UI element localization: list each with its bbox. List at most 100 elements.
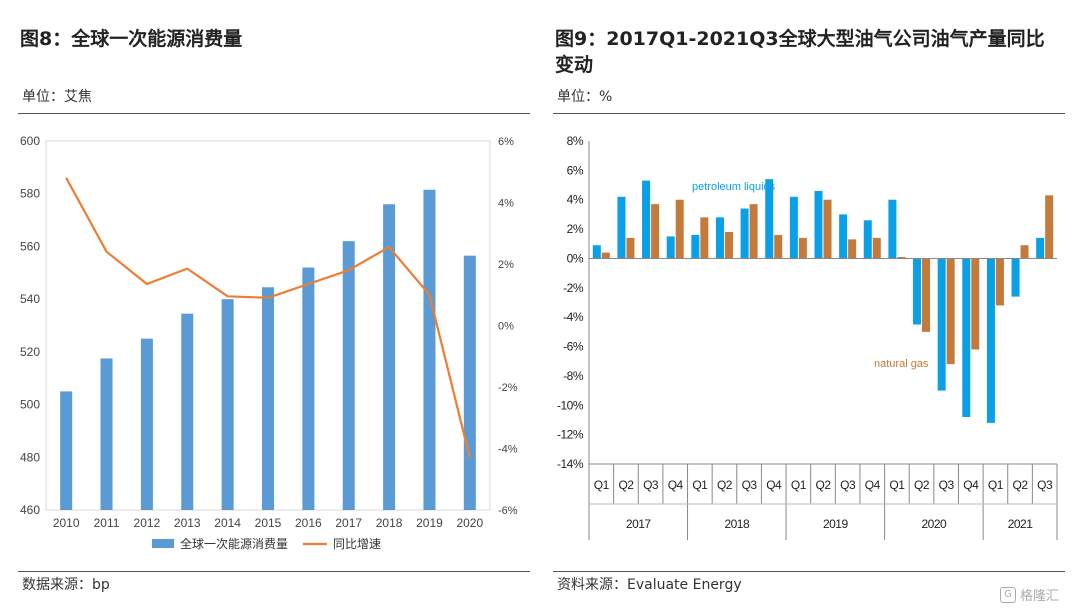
- x-tick-label: 2016: [295, 516, 322, 530]
- quarter-label: Q3: [939, 478, 955, 492]
- bar-petroleum-liquids: [617, 196, 626, 259]
- quarter-label: Q2: [815, 478, 831, 492]
- bar-petroleum-liquids: [691, 234, 700, 259]
- x-tick-label: 2012: [134, 516, 161, 530]
- bar-natural-gas: [724, 232, 733, 259]
- y-tick-label: -8%: [563, 369, 584, 383]
- watermark: G 格隆汇: [1000, 585, 1059, 604]
- y-tick-label: 480: [20, 450, 40, 464]
- bar-natural-gas: [1045, 195, 1054, 259]
- bar-natural-gas: [651, 204, 660, 259]
- quarter-label: Q4: [963, 478, 979, 492]
- bar-energy-consumption: [463, 255, 476, 510]
- bar-energy-consumption: [383, 204, 396, 510]
- year-label: 2021: [1008, 517, 1034, 531]
- quarter-label: Q3: [643, 478, 659, 492]
- bar-petroleum-liquids: [1036, 237, 1045, 259]
- bar-natural-gas: [1020, 245, 1029, 259]
- quarter-label: Q1: [889, 478, 905, 492]
- quarter-label: Q4: [766, 478, 782, 492]
- bar-petroleum-liquids: [814, 190, 823, 259]
- y-tick-label: -14%: [557, 457, 584, 471]
- bar-natural-gas: [971, 258, 980, 350]
- y2-tick-label: 6%: [498, 136, 514, 148]
- y2-tick-label: 4%: [498, 198, 514, 210]
- bar-petroleum-liquids: [962, 258, 971, 418]
- right-bottom-rule: [553, 571, 1065, 572]
- bar-petroleum-liquids: [666, 236, 675, 259]
- y-tick-label: 460: [20, 503, 40, 517]
- quarter-label: Q1: [594, 478, 610, 492]
- bar-petroleum-liquids: [740, 208, 749, 259]
- legend-bar-swatch: [152, 539, 174, 548]
- y-tick-label: 6%: [567, 163, 584, 177]
- quarter-label: Q2: [717, 478, 733, 492]
- bar-petroleum-liquids: [765, 179, 774, 259]
- x-tick-label: 2013: [174, 516, 201, 530]
- bar-energy-consumption: [181, 313, 194, 510]
- legend-bar-label: 全球一次能源消费量: [180, 536, 288, 551]
- watermark-logo-icon: G: [1000, 586, 1016, 603]
- quarter-label: Q4: [865, 478, 881, 492]
- series-label-petroleum: petroleum liquids: [692, 181, 776, 193]
- quarter-label: Q1: [791, 478, 807, 492]
- quarter-label: Q3: [742, 478, 758, 492]
- y-tick-label: 2%: [567, 222, 584, 236]
- bar-natural-gas: [601, 252, 610, 259]
- bar-natural-gas: [774, 234, 783, 259]
- bar-energy-consumption: [262, 287, 274, 510]
- y-tick-label: 560: [20, 239, 40, 253]
- bar-natural-gas: [675, 199, 684, 259]
- bar-energy-consumption: [342, 241, 355, 510]
- bar-energy-consumption: [100, 358, 113, 510]
- right-chart: -14% -12% -10% -8% -6% -4% -2% 0% 2% 4% 6% 8% Q1 Q2 Q3…: [557, 134, 1058, 540]
- x-tick-label: 2010: [53, 516, 80, 530]
- quarter-label: Q4: [668, 478, 684, 492]
- left-chart-title: 图8：全球一次能源消费量: [20, 28, 243, 50]
- bar-petroleum-liquids: [863, 220, 872, 259]
- bar-energy-consumption: [423, 189, 436, 510]
- bar-petroleum-liquids: [592, 245, 601, 259]
- bar-natural-gas: [823, 199, 832, 259]
- right-unit-label: 单位：%: [557, 89, 613, 105]
- quarter-label: Q1: [988, 478, 1004, 492]
- y-tick-label: 0%: [567, 251, 584, 265]
- series-label-natural-gas: natural gas: [874, 358, 929, 370]
- bar-energy-consumption: [221, 299, 234, 510]
- bar-petroleum-liquids: [937, 258, 946, 391]
- y-tick-label: 520: [20, 345, 40, 359]
- y-tick-label: 8%: [567, 134, 584, 148]
- year-label: 2020: [921, 517, 947, 531]
- quarter-label: Q2: [1013, 478, 1029, 492]
- bar-natural-gas: [626, 237, 635, 259]
- y-tick-label: -10%: [557, 398, 584, 412]
- left-top-rule: [18, 113, 530, 114]
- bar-energy-consumption: [60, 391, 73, 510]
- y-tick-label: 500: [20, 398, 40, 412]
- x-tick-label: 2019: [416, 516, 443, 530]
- bar-natural-gas: [897, 256, 906, 259]
- line-growth-rate: [65, 177, 471, 458]
- x-tick-label: 2011: [94, 516, 120, 530]
- year-label: 2017: [626, 517, 652, 531]
- x-tick-label: 2018: [376, 516, 403, 530]
- x-tick-label: 2015: [255, 516, 282, 530]
- bar-natural-gas: [922, 258, 931, 332]
- y-tick-label: 580: [20, 187, 40, 201]
- x-tick-label: 2014: [214, 516, 241, 530]
- year-label: 2018: [724, 517, 750, 531]
- bar-petroleum-liquids: [986, 258, 995, 423]
- y-tick-label: -6%: [563, 340, 584, 354]
- y2-tick-label: 2%: [498, 259, 514, 271]
- bar-petroleum-liquids: [1011, 258, 1020, 297]
- quarter-label: Q1: [692, 478, 708, 492]
- bar-petroleum-liquids: [839, 214, 848, 259]
- quarter-label: Q3: [840, 478, 856, 492]
- bar-petroleum-liquids: [642, 180, 651, 259]
- y-tick-label: -2%: [563, 281, 584, 295]
- y-tick-label: -4%: [563, 310, 584, 324]
- legend-line-label: 同比增速: [333, 537, 381, 551]
- bar-natural-gas: [872, 237, 881, 259]
- bar-natural-gas: [848, 239, 857, 259]
- y2-tick-label: -4%: [498, 444, 518, 456]
